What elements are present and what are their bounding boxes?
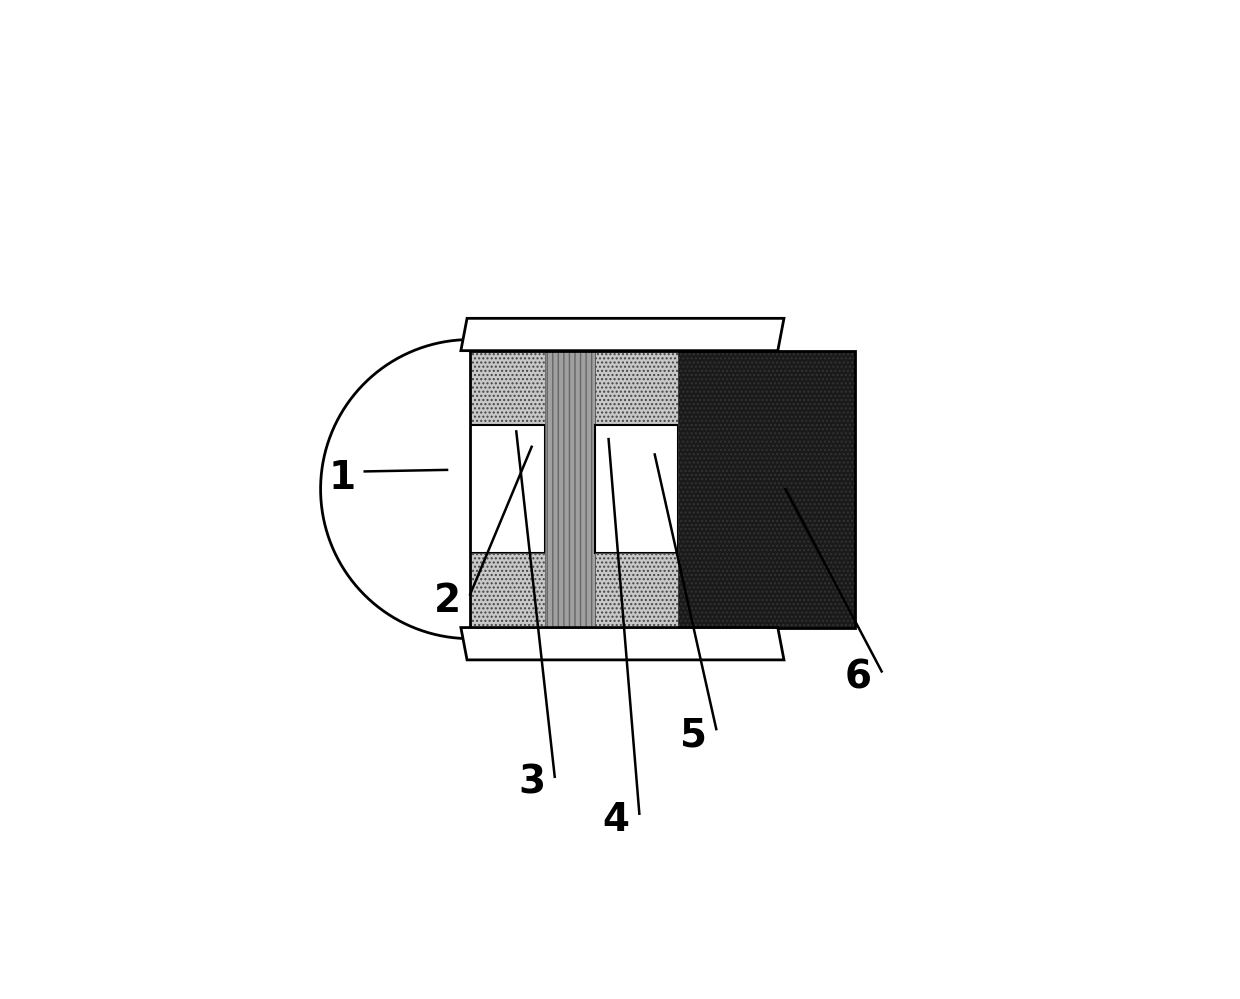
Bar xyxy=(470,552,546,627)
Bar xyxy=(470,426,546,552)
Text: 2: 2 xyxy=(434,581,460,619)
Text: 1: 1 xyxy=(329,459,355,497)
Polygon shape xyxy=(461,319,784,351)
Text: 5: 5 xyxy=(680,716,707,754)
Polygon shape xyxy=(321,340,470,638)
Text: 6: 6 xyxy=(846,658,872,696)
Bar xyxy=(546,351,595,627)
Bar xyxy=(595,552,678,627)
Bar xyxy=(595,426,678,552)
Bar xyxy=(470,351,546,426)
Bar xyxy=(595,351,678,426)
Bar xyxy=(470,351,854,627)
Text: 4: 4 xyxy=(603,801,630,839)
Polygon shape xyxy=(461,627,784,660)
Bar xyxy=(678,351,854,627)
Text: 3: 3 xyxy=(518,764,546,802)
